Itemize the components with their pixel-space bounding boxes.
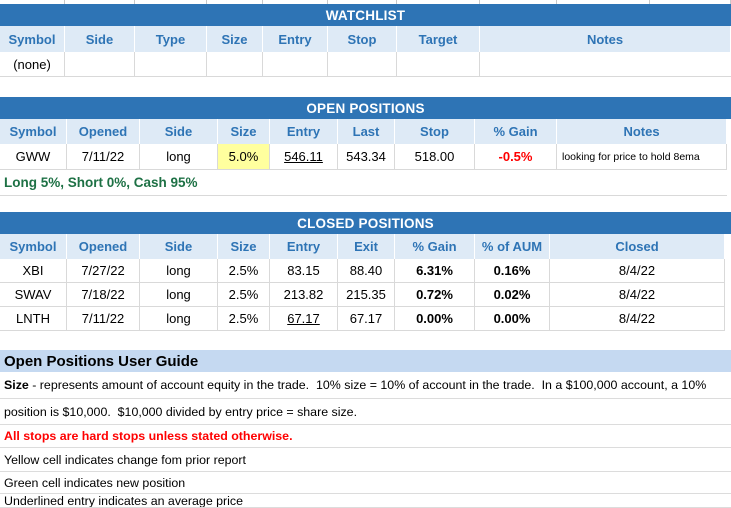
closed-positions-title-bar: CLOSED POSITIONS	[0, 212, 731, 234]
op-header-opened[interactable]: Opened	[67, 119, 140, 144]
cell-symbol[interactable]: GWW	[0, 144, 67, 169]
section-gap	[0, 196, 731, 212]
cp-header-entry[interactable]: Entry	[270, 234, 338, 259]
cell-gain[interactable]: 0.00%	[395, 307, 475, 330]
cell-size[interactable]	[207, 52, 263, 76]
cell-symbol[interactable]: SWAV	[0, 283, 67, 306]
guide-line-green-cell[interactable]: Green cell indicates new position	[0, 472, 731, 494]
cell-symbol[interactable]: LNTH	[0, 307, 67, 330]
cell-size-changed[interactable]: 5.0%	[218, 144, 270, 169]
op-header-last[interactable]: Last	[338, 119, 395, 144]
op-header-gain[interactable]: % Gain	[475, 119, 557, 144]
cell-closed[interactable]: 8/4/22	[550, 283, 725, 306]
op-header-symbol[interactable]: Symbol	[0, 119, 67, 144]
wl-header-symbol[interactable]: Symbol	[0, 26, 65, 52]
cell-aum[interactable]: 0.02%	[475, 283, 550, 306]
cell-target[interactable]	[397, 52, 480, 76]
user-guide-title-bar: Open Positions User Guide	[0, 350, 731, 372]
cell-aum[interactable]: 0.00%	[475, 307, 550, 330]
wl-header-size[interactable]: Size	[207, 26, 263, 52]
table-row: LNTH 7/11/22 long 2.5% 67.17 67.17 0.00%…	[0, 307, 725, 331]
cell-entry[interactable]	[263, 52, 328, 76]
user-guide-section: Open Positions User Guide Size - represe…	[0, 350, 731, 508]
cell-entry-averaged[interactable]: 67.17	[270, 307, 338, 330]
watchlist-title-bar: WATCHLIST	[0, 4, 731, 26]
cell-size[interactable]: 2.5%	[218, 307, 270, 330]
guide-line-yellow-cell[interactable]: Yellow cell indicates change fom prior r…	[0, 448, 731, 472]
cell-opened[interactable]: 7/11/22	[67, 307, 140, 330]
table-row: SWAV 7/18/22 long 2.5% 213.82 215.35 0.7…	[0, 283, 725, 307]
watchlist-header-row: Symbol Side Type Size Entry Stop Target …	[0, 26, 731, 52]
section-gap	[0, 331, 731, 350]
top-gridline-ticks	[0, 0, 731, 4]
cell-exit[interactable]: 67.17	[338, 307, 395, 330]
table-row: (none)	[0, 52, 731, 77]
guide-text: - represents amount of account equity in…	[28, 378, 707, 392]
wl-header-stop[interactable]: Stop	[328, 26, 397, 52]
cp-header-opened[interactable]: Opened	[67, 234, 140, 259]
exposure-summary[interactable]: Long 5%, Short 0%, Cash 95%	[0, 170, 727, 196]
cell-symbol[interactable]: (none)	[0, 52, 65, 76]
op-header-entry[interactable]: Entry	[270, 119, 338, 144]
op-header-size[interactable]: Size	[218, 119, 270, 144]
cell-opened[interactable]: 7/27/22	[67, 259, 140, 282]
closed-positions-section: CLOSED POSITIONS Symbol Opened Side Size…	[0, 212, 731, 331]
open-positions-title-bar: OPEN POSITIONS	[0, 97, 731, 119]
cell-entry[interactable]: 213.82	[270, 283, 338, 306]
cell-size[interactable]: 2.5%	[218, 259, 270, 282]
wl-header-side[interactable]: Side	[65, 26, 135, 52]
cp-header-size[interactable]: Size	[218, 234, 270, 259]
watchlist-section: WATCHLIST Symbol Side Type Size Entry St…	[0, 4, 731, 77]
cell-notes[interactable]: looking for price to hold 8ema	[557, 144, 727, 169]
cp-header-symbol[interactable]: Symbol	[0, 234, 67, 259]
guide-bold-term: Size	[4, 378, 29, 392]
cell-symbol[interactable]: XBI	[0, 259, 67, 282]
wl-header-notes[interactable]: Notes	[480, 26, 731, 52]
cell-opened[interactable]: 7/11/22	[67, 144, 140, 169]
guide-line-underlined-entry[interactable]: Underlined entry indicates an average pr…	[0, 494, 731, 508]
op-header-stop[interactable]: Stop	[395, 119, 475, 144]
cell-aum[interactable]: 0.16%	[475, 259, 550, 282]
cell-size[interactable]: 2.5%	[218, 283, 270, 306]
cp-header-closed[interactable]: Closed	[550, 234, 725, 259]
guide-line-hard-stops[interactable]: All stops are hard stops unless stated o…	[0, 425, 731, 448]
table-row: GWW 7/11/22 long 5.0% 546.11 543.34 518.…	[0, 144, 727, 170]
cell-stop[interactable]	[328, 52, 397, 76]
cell-closed[interactable]: 8/4/22	[550, 307, 725, 330]
cell-entry[interactable]: 83.15	[270, 259, 338, 282]
cp-header-exit[interactable]: Exit	[338, 234, 395, 259]
cell-gain[interactable]: -0.5%	[475, 144, 557, 169]
guide-line-size-definition[interactable]: Size - represents amount of account equi…	[0, 372, 731, 399]
wl-header-target[interactable]: Target	[397, 26, 480, 52]
cell-gain[interactable]: 6.31%	[395, 259, 475, 282]
op-header-notes[interactable]: Notes	[557, 119, 727, 144]
cp-header-aum[interactable]: % of AUM	[475, 234, 550, 259]
cell-notes[interactable]	[480, 52, 731, 76]
cell-exit[interactable]: 215.35	[338, 283, 395, 306]
cell-closed[interactable]: 8/4/22	[550, 259, 725, 282]
cell-exit[interactable]: 88.40	[338, 259, 395, 282]
cell-stop[interactable]: 518.00	[395, 144, 475, 169]
cell-side[interactable]: long	[140, 307, 218, 330]
cell-type[interactable]	[135, 52, 207, 76]
cell-opened[interactable]: 7/18/22	[67, 283, 140, 306]
cell-side[interactable]: long	[140, 259, 218, 282]
section-gap	[0, 77, 731, 97]
cp-header-side[interactable]: Side	[140, 234, 218, 259]
cell-entry-averaged[interactable]: 546.11	[270, 144, 338, 169]
cell-side[interactable]: long	[140, 144, 218, 169]
cell-side[interactable]	[65, 52, 135, 76]
op-header-side[interactable]: Side	[140, 119, 218, 144]
wl-header-type[interactable]: Type	[135, 26, 207, 52]
closed-positions-header-row: Symbol Opened Side Size Entry Exit % Gai…	[0, 234, 725, 259]
table-row: XBI 7/27/22 long 2.5% 83.15 88.40 6.31% …	[0, 259, 725, 283]
guide-line-size-continued[interactable]: position is $10,000. $10,000 divided by …	[0, 399, 731, 425]
cell-last[interactable]: 543.34	[338, 144, 395, 169]
cp-header-gain[interactable]: % Gain	[395, 234, 475, 259]
open-positions-header-row: Symbol Opened Side Size Entry Last Stop …	[0, 119, 727, 144]
wl-header-entry[interactable]: Entry	[263, 26, 328, 52]
cell-gain[interactable]: 0.72%	[395, 283, 475, 306]
open-positions-section: OPEN POSITIONS Symbol Opened Side Size E…	[0, 97, 731, 196]
cell-side[interactable]: long	[140, 283, 218, 306]
